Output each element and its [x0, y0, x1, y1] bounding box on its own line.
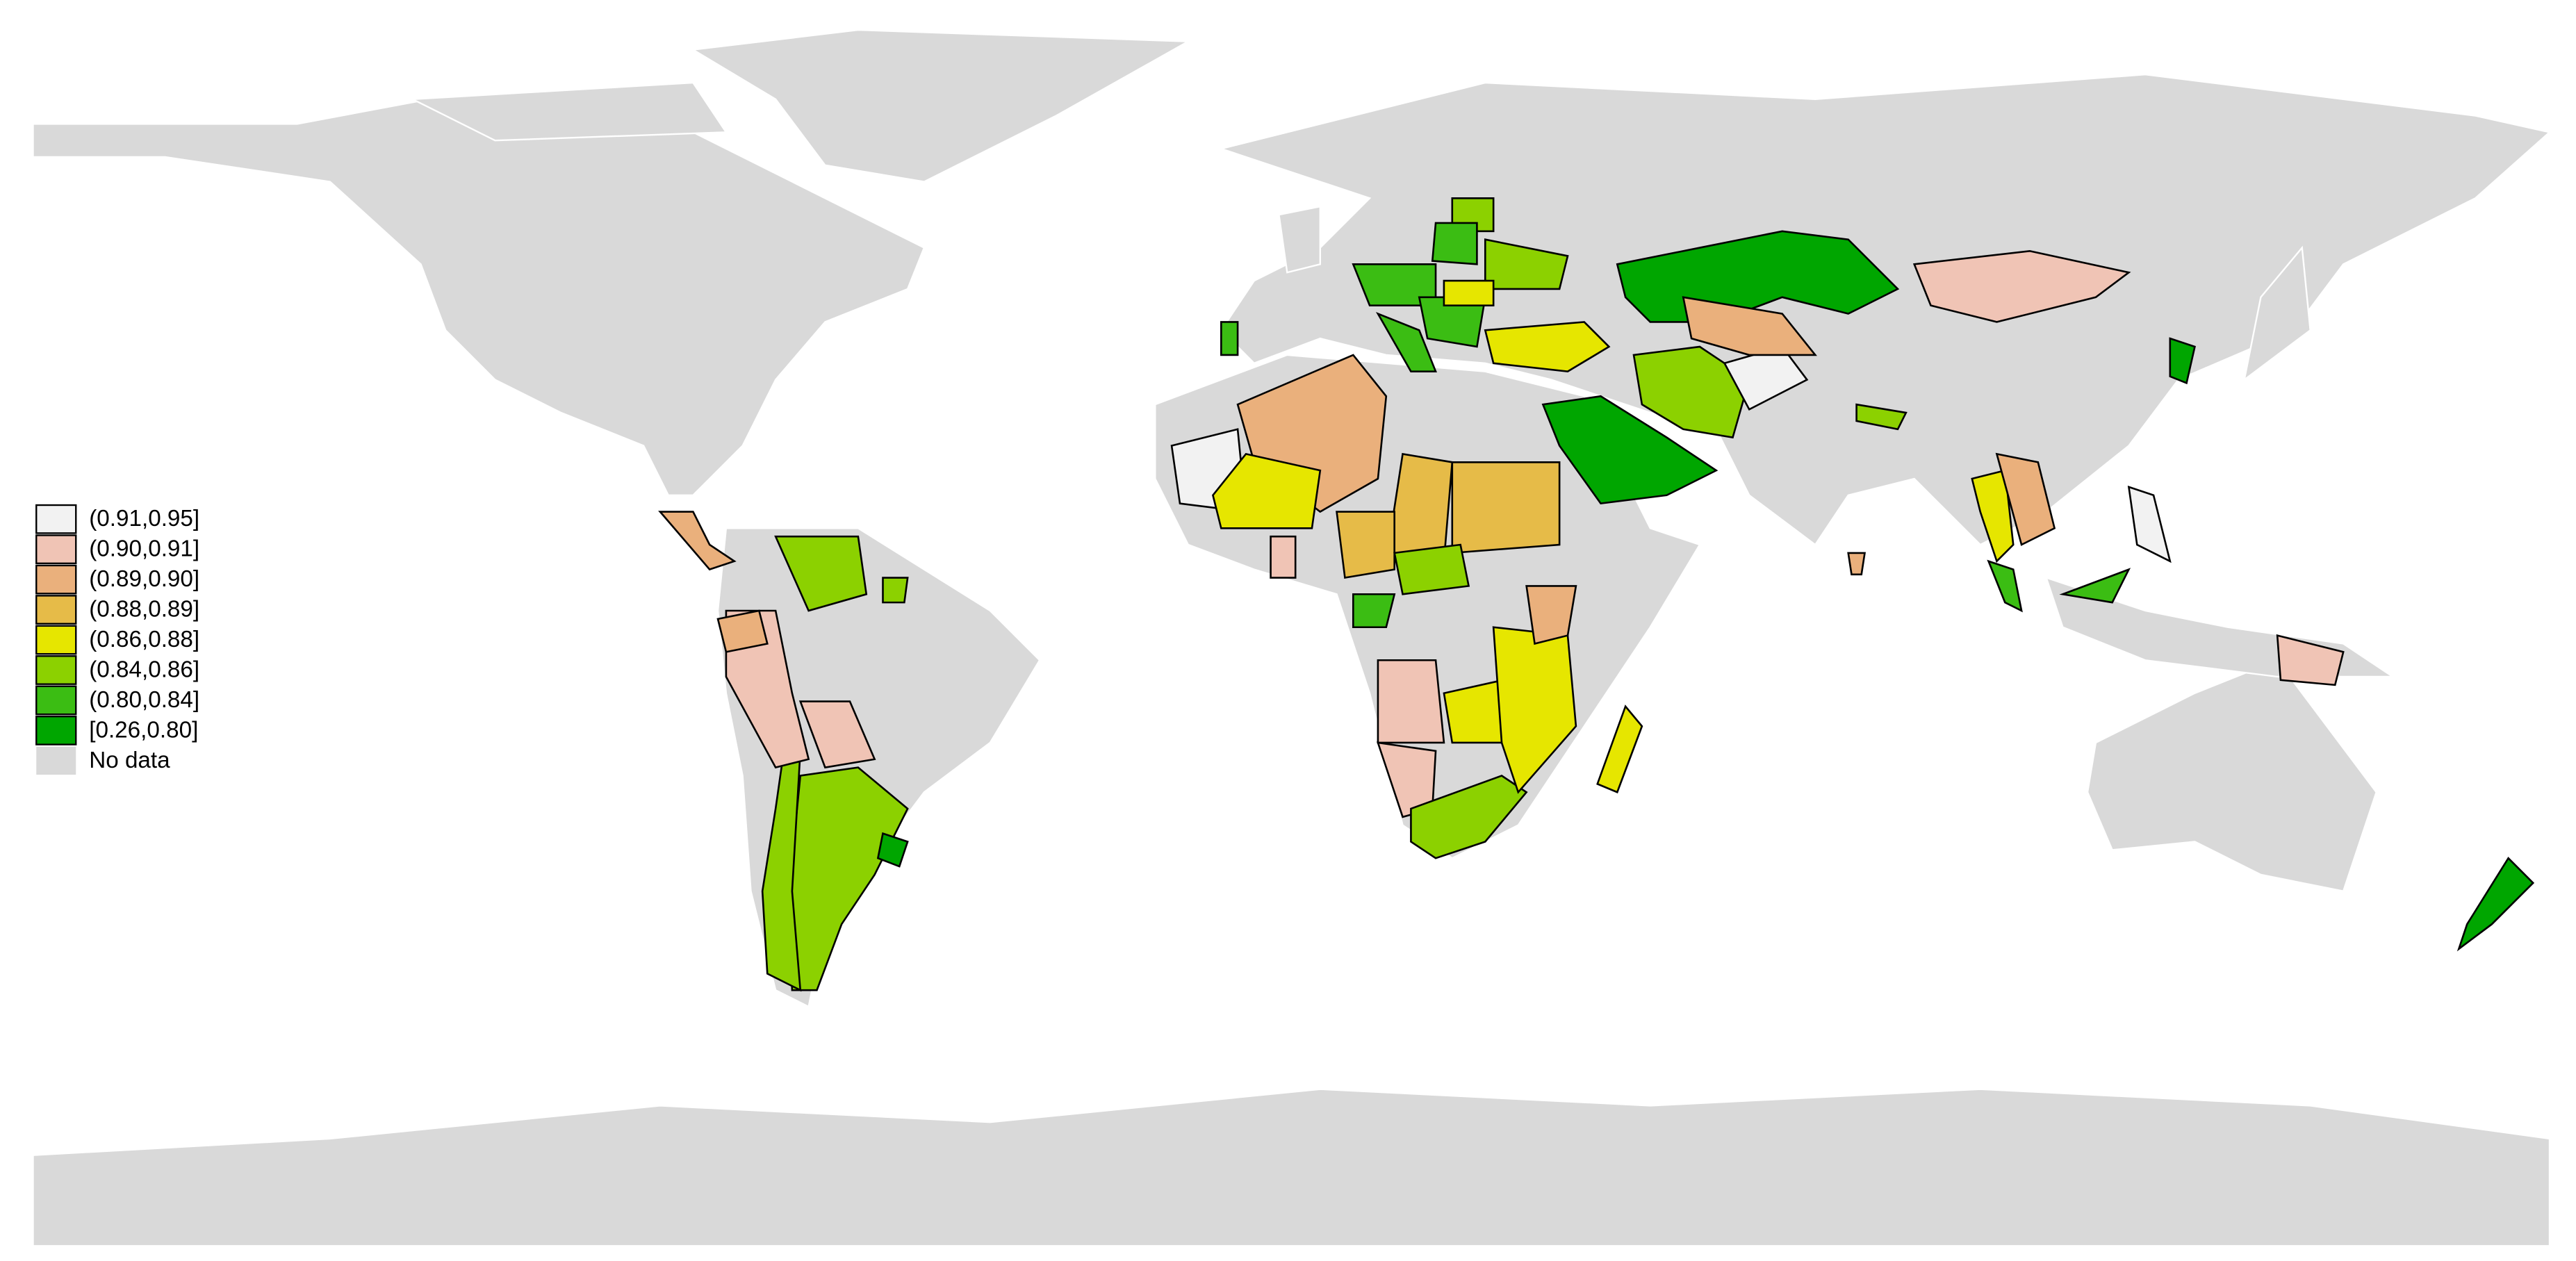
gabon — [1352, 593, 1396, 629]
south-africa — [1410, 775, 1528, 859]
legend-label: (0.88,0.89] — [89, 597, 199, 623]
papua-new-guinea — [2276, 634, 2345, 686]
mongolia — [1912, 249, 2131, 323]
legend-swatch — [36, 746, 76, 775]
eurasia — [1218, 74, 2552, 546]
legend: (0.91,0.95] (0.90,0.91] (0.89,0.90] (0.88,0… — [35, 504, 199, 775]
malaysia-west — [1987, 559, 2023, 613]
uzbekistan — [1682, 296, 1817, 356]
ukraine — [1484, 238, 1569, 290]
legend-swatch — [35, 685, 77, 716]
legend-label: (0.84,0.86] — [89, 657, 199, 682]
romania — [1443, 279, 1495, 306]
italy — [1375, 311, 1437, 372]
legend-label: (0.90,0.91] — [89, 536, 199, 562]
angola — [1377, 659, 1445, 744]
central-america — [658, 511, 737, 571]
legend-label: No data — [89, 748, 170, 773]
poland — [1431, 222, 1478, 265]
greenland — [690, 28, 1192, 183]
land-no-data — [32, 28, 2552, 1247]
antarctica — [32, 1088, 2551, 1247]
australia — [2086, 659, 2377, 893]
malaysia-east — [2059, 568, 2131, 604]
arctic-islands — [409, 81, 728, 142]
ecuador — [716, 609, 769, 653]
ghana — [1270, 535, 1297, 579]
guyana — [882, 577, 909, 604]
legend-swatch — [35, 564, 77, 595]
legend-swatch — [35, 534, 77, 565]
uk — [1278, 205, 1321, 274]
new-zealand — [2456, 857, 2535, 952]
japan — [2242, 245, 2311, 382]
car — [1393, 543, 1470, 595]
legend-label: (0.91,0.95] — [89, 506, 199, 531]
portugal — [1220, 321, 1239, 356]
philippines — [2127, 485, 2172, 563]
south-korea — [2169, 337, 2196, 385]
legend-label: (0.89,0.90] — [89, 566, 199, 592]
madagascar — [1596, 704, 1643, 793]
legend-label: [0.26,0.80] — [89, 717, 198, 743]
mali — [1212, 452, 1322, 529]
legend-label: (0.80,0.84] — [89, 687, 199, 713]
thailand — [1971, 469, 2015, 563]
legend-swatch — [35, 716, 77, 745]
turkey — [1484, 321, 1611, 373]
legend-swatch — [35, 504, 77, 534]
venezuela — [774, 535, 868, 612]
countries — [658, 197, 2535, 992]
vietnam — [1995, 452, 2056, 546]
legend-swatch — [35, 655, 77, 685]
argentina — [787, 766, 909, 991]
chile — [761, 750, 802, 992]
legend-swatch — [35, 595, 77, 625]
peru — [725, 609, 810, 769]
bolivia — [798, 700, 876, 769]
legend-swatch — [35, 625, 77, 655]
sudan — [1451, 461, 1561, 554]
iran — [1632, 345, 1750, 439]
legend-label: (0.86,0.88] — [89, 627, 199, 652]
north-america — [32, 90, 926, 496]
uruguay — [876, 832, 909, 868]
cameroon — [1336, 511, 1395, 579]
kenya — [1525, 585, 1577, 645]
sri-lanka — [1847, 552, 1867, 576]
nepal — [1855, 403, 1908, 431]
saudi-arabia — [1541, 395, 1718, 505]
